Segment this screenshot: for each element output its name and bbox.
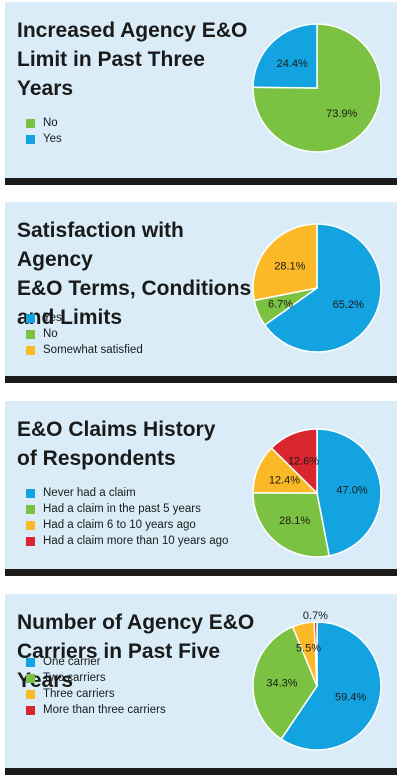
chart-title: Satisfaction with Agency E&O Terms, Cond…: [17, 216, 252, 332]
pie-slice-yes: [263, 223, 382, 353]
legend-label: Never had a claim: [43, 487, 136, 499]
pie-slice-had-a-claim-more-than-10-years-ago: [270, 428, 318, 495]
pie-data-label: 5.5%: [296, 642, 321, 654]
pie-chart: 59.4% 34.3% 5.5% 0.7%: [252, 610, 382, 751]
legend-swatch: [26, 504, 35, 514]
title-line: E&O Terms, Conditions: [17, 277, 252, 300]
legend-item: One carrier: [26, 654, 166, 670]
legend-item: Two carriers: [26, 670, 166, 686]
pie-slice-no: [252, 23, 382, 153]
legend-item: No: [26, 115, 62, 131]
pie-data-label: 34.3%: [266, 677, 297, 689]
legend-label: Yes: [43, 133, 62, 145]
legend-swatch: [26, 689, 35, 699]
pie-data-label: 6.7%: [268, 299, 293, 311]
legend-swatch: [26, 134, 35, 144]
pie-data-label: 0.7%: [303, 610, 328, 622]
pie-data-label: 12.6%: [288, 456, 319, 468]
legend-swatch: [26, 536, 35, 546]
title-line: and Limits: [17, 306, 123, 329]
pie-chart: 65.2% 6.7% 28.1%: [252, 223, 382, 353]
pie-slice-had-a-claim-in-the-past-5-years: [252, 492, 331, 558]
pie-slice-never-had-a-claim: [316, 428, 382, 557]
legend-item: Had a claim more than 10 years ago: [26, 533, 228, 549]
pie-data-label: 73.9%: [326, 108, 357, 120]
pie-chart: 47.0% 28.1% 12.4% 12.6%: [252, 428, 382, 558]
legend-label: Had a claim more than 10 years ago: [43, 535, 229, 547]
legend-item: Had a claim 6 to 10 years ago: [26, 517, 228, 533]
legend-label: No: [43, 328, 58, 340]
chart-legend: Yes No Somewhat satisfied: [26, 310, 143, 358]
legend-label: Yes: [43, 312, 62, 324]
legend-item: Three carriers: [26, 686, 166, 702]
pie-slice-more-than-three-carriers: [313, 621, 318, 687]
legend-label: Had a claim 6 to 10 years ago: [43, 519, 196, 531]
title-line: E&O Claims History: [17, 418, 216, 441]
pie-slice-somewhat-satisfied: [252, 223, 318, 302]
pie-slice-two-carriers: [252, 625, 318, 741]
legend-swatch: [26, 657, 35, 667]
pie-data-label: 47.0%: [336, 485, 367, 497]
legend-swatch: [26, 520, 35, 530]
legend-label: Somewhat satisfied: [43, 344, 143, 356]
legend-item: Had a claim in the past 5 years: [26, 501, 228, 517]
legend-label: No: [43, 117, 58, 129]
pie-data-label: 28.1%: [274, 261, 305, 273]
chart-legend: One carrier Two carriers Three carriers …: [26, 654, 166, 718]
chart-panel-2: Satisfaction with Agency E&O Terms, Cond…: [5, 202, 397, 383]
pie-data-label: 59.4%: [335, 691, 366, 703]
legend-label: Two carriers: [43, 672, 106, 684]
legend-swatch: [26, 118, 35, 128]
legend-swatch: [26, 345, 35, 355]
legend-label: One carrier: [43, 656, 101, 668]
chart-title: Increased Agency E&O Limit in Past Three…: [17, 16, 252, 103]
legend-swatch: [26, 705, 35, 715]
chart-title: E&O Claims History of Respondents: [17, 415, 252, 473]
pie-slice-one-carrier: [280, 621, 382, 751]
legend-item: No: [26, 326, 143, 342]
legend-item: Never had a claim: [26, 485, 228, 501]
chart-legend: Never had a claim Had a claim in the pas…: [26, 485, 228, 549]
pie-data-label: 65.2%: [333, 299, 364, 311]
title-line: Years: [17, 77, 74, 100]
chart-panel-1: Increased Agency E&O Limit in Past Three…: [5, 2, 397, 185]
chart-legend: No Yes: [26, 115, 62, 147]
pie-data-label: 28.1%: [279, 515, 310, 527]
legend-swatch: [26, 488, 35, 498]
legend-swatch: [26, 329, 35, 339]
legend-item: More than three carriers: [26, 702, 166, 718]
title-line: of Respondents: [17, 447, 176, 470]
pie-slice-yes: [252, 23, 318, 89]
legend-label: Three carriers: [43, 688, 115, 700]
legend-item: Yes: [26, 131, 62, 147]
legend-swatch: [26, 673, 35, 683]
pie-data-label: 24.4%: [277, 58, 308, 70]
legend-label: More than three carriers: [43, 704, 166, 716]
legend-swatch: [26, 313, 35, 323]
chart-panel-3: E&O Claims History of Respondents Never …: [5, 401, 397, 576]
chart-panel-4: Number of Agency E&O Carriers in Past Fi…: [5, 594, 397, 775]
pie-data-label: 12.4%: [269, 475, 300, 487]
title-line: Number of Agency E&O: [17, 611, 255, 634]
title-line: Satisfaction with Agency: [17, 219, 184, 271]
title-line: Increased Agency E&O: [17, 19, 248, 42]
title-line: Limit in Past Three: [17, 48, 205, 71]
legend-label: Had a claim in the past 5 years: [43, 503, 201, 515]
pie-chart: 73.9% 24.4%: [252, 23, 382, 153]
legend-item: Yes: [26, 310, 143, 326]
legend-item: Somewhat satisfied: [26, 342, 143, 358]
